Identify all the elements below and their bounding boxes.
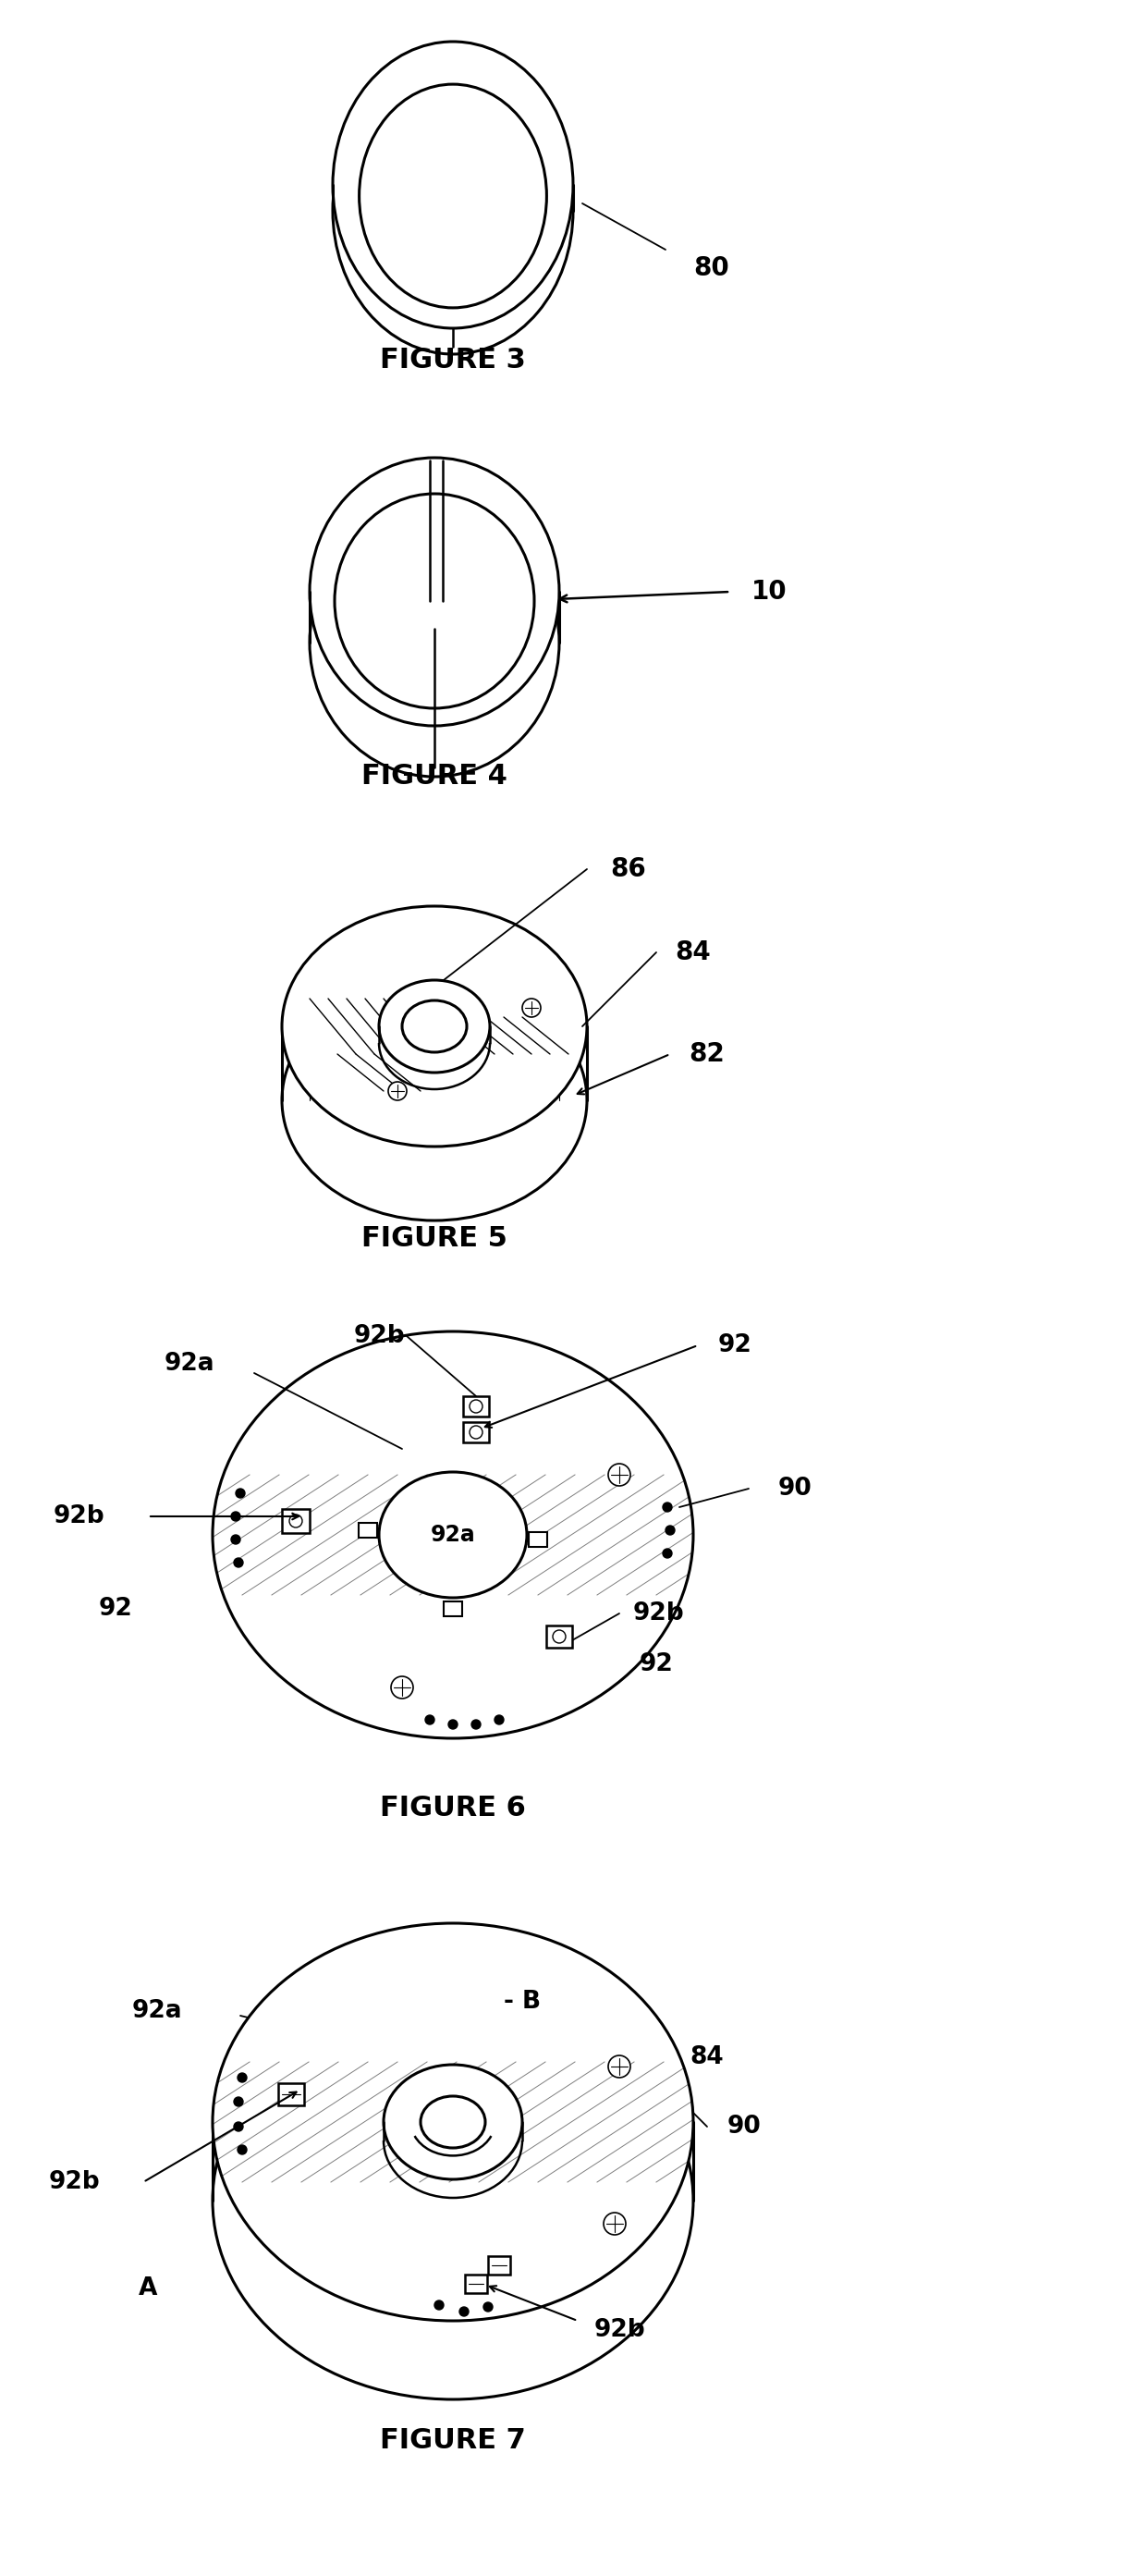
Text: 92: 92 (639, 1651, 673, 1677)
Ellipse shape (383, 2066, 522, 2179)
Circle shape (552, 1631, 566, 1643)
Circle shape (472, 1721, 481, 1728)
Ellipse shape (310, 507, 559, 778)
Text: 10: 10 (751, 580, 786, 605)
Circle shape (459, 2308, 468, 2316)
Ellipse shape (359, 85, 546, 307)
Circle shape (470, 1425, 482, 1440)
Text: 86: 86 (611, 855, 646, 881)
Circle shape (425, 1716, 434, 1723)
Circle shape (235, 1489, 245, 1497)
Text: FIGURE 7: FIGURE 7 (380, 2427, 526, 2455)
Polygon shape (358, 1522, 378, 1538)
Text: 92: 92 (99, 1597, 132, 1620)
Polygon shape (463, 1422, 489, 1443)
Text: 92b: 92b (53, 1504, 104, 1528)
Text: 84: 84 (690, 2045, 724, 2069)
Polygon shape (463, 1396, 489, 1417)
Circle shape (388, 1082, 406, 1100)
Circle shape (391, 1677, 413, 1698)
Text: FIGURE 3: FIGURE 3 (380, 348, 526, 374)
Text: FIGURE 5: FIGURE 5 (362, 1226, 507, 1252)
Circle shape (666, 1525, 675, 1535)
Circle shape (289, 1515, 302, 1528)
Circle shape (483, 2303, 492, 2311)
Ellipse shape (333, 41, 573, 327)
Text: FIGURE 6: FIGURE 6 (380, 1795, 526, 1821)
Text: 92a: 92a (430, 1525, 475, 1546)
Ellipse shape (282, 907, 587, 1146)
Circle shape (234, 2123, 243, 2130)
Circle shape (522, 999, 541, 1018)
Circle shape (234, 1558, 243, 1566)
Ellipse shape (420, 2097, 486, 2148)
Text: 92b: 92b (354, 1324, 405, 1347)
Text: FIGURE 4: FIGURE 4 (362, 762, 507, 791)
Circle shape (470, 1399, 482, 1412)
Text: 92a: 92a (164, 1352, 215, 1376)
Ellipse shape (212, 1924, 693, 2321)
Circle shape (608, 2056, 630, 2079)
Circle shape (238, 2146, 247, 2154)
Text: A: A (139, 2277, 157, 2300)
Circle shape (231, 1535, 240, 1543)
Circle shape (448, 1721, 458, 1728)
Ellipse shape (379, 1471, 527, 1597)
Text: 92: 92 (718, 1334, 752, 1358)
Text: 92b: 92b (633, 1602, 684, 1625)
Circle shape (234, 2097, 243, 2107)
Circle shape (434, 2300, 443, 2311)
Circle shape (608, 1463, 630, 1486)
Polygon shape (465, 2275, 487, 2293)
Ellipse shape (212, 2002, 693, 2398)
Ellipse shape (212, 1332, 693, 1739)
Polygon shape (282, 1510, 310, 1533)
Polygon shape (546, 1625, 572, 1649)
Polygon shape (488, 2257, 510, 2275)
Circle shape (238, 2074, 247, 2081)
Ellipse shape (402, 999, 467, 1051)
Ellipse shape (379, 979, 490, 1072)
Circle shape (662, 1548, 672, 1558)
Text: 82: 82 (689, 1041, 726, 1066)
Text: - B: - B (504, 1989, 541, 2014)
Polygon shape (529, 1533, 548, 1548)
Text: 92a: 92a (132, 1999, 183, 2022)
Text: 84: 84 (675, 940, 711, 966)
Ellipse shape (310, 459, 559, 726)
Circle shape (662, 1502, 672, 1512)
Text: 90: 90 (727, 2115, 761, 2138)
Text: 92b: 92b (48, 2169, 100, 2195)
Polygon shape (278, 2084, 304, 2105)
Circle shape (231, 1512, 240, 1520)
Polygon shape (443, 1602, 463, 1615)
Text: 92b: 92b (594, 2318, 645, 2342)
Circle shape (495, 1716, 504, 1723)
Ellipse shape (282, 979, 587, 1221)
Text: 80: 80 (693, 255, 730, 281)
Text: 90: 90 (778, 1476, 812, 1502)
Ellipse shape (334, 495, 534, 708)
Circle shape (604, 2213, 626, 2236)
